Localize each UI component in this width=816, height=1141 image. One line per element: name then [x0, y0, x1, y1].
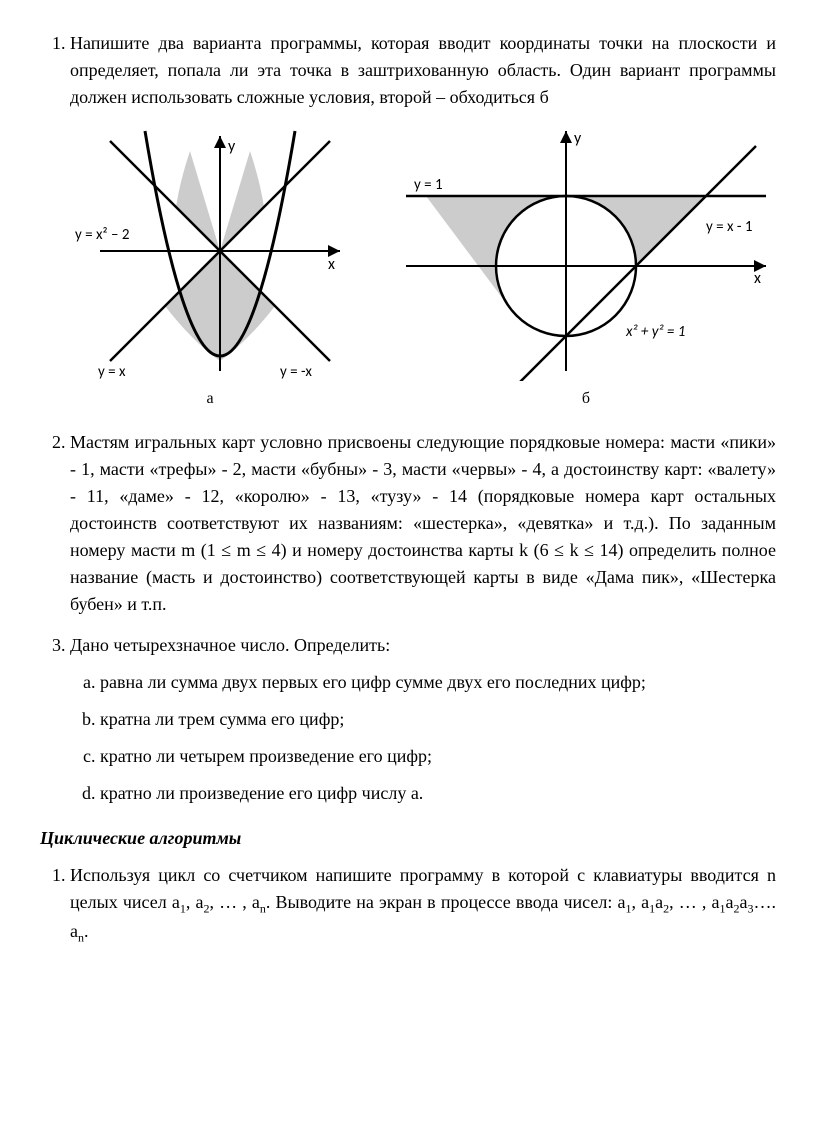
- section-heading-cyclic: Циклические алгоритмы: [40, 825, 776, 852]
- task-3-sublist: равна ли сумма двух первых его цифр сумм…: [70, 669, 776, 807]
- cycle-task-1-part1: , a: [186, 892, 204, 912]
- diagram-a-label: а: [70, 387, 350, 411]
- diagrams-row: y x y = x² – 2 y = x y = -x а: [70, 121, 776, 411]
- cyclic-list: Используя цикл со счетчиком напишите про…: [40, 862, 776, 946]
- main-ordered-list: Напишите два варианта программы, которая…: [40, 30, 776, 807]
- cycle-task-1-part2: , … , a: [209, 892, 259, 912]
- cycle-task-1-part6: , … , a: [669, 892, 719, 912]
- diag-b-eq-diag: y = x - 1: [706, 218, 753, 236]
- task-3b: кратна ли трем сумма его цифр;: [100, 706, 776, 733]
- diag-a-x-label: x: [328, 255, 335, 274]
- task-3: Дано четырехзначное число. Определить: р…: [70, 632, 776, 807]
- cycle-task-1-part4: , a: [631, 892, 649, 912]
- task-3a: равна ли сумма двух первых его цифр сумм…: [100, 669, 776, 696]
- cycle-task-1-end: .: [84, 921, 89, 941]
- diag-b-x-label: x: [754, 269, 761, 288]
- diag-a-eq-line2: y = -x: [280, 363, 312, 381]
- task-3-text: Дано четырехзначное число. Определить:: [70, 635, 390, 655]
- diag-a-eq-line1: y = x: [98, 363, 126, 381]
- cycle-task-1-part5: a: [655, 892, 663, 912]
- task-3d: кратно ли произведение его цифр числу а.: [100, 780, 776, 807]
- cycle-task-1-part3: . Выводите на экран в процессе ввода чис…: [266, 892, 626, 912]
- task-2: Мастям игральных карт условно присвоены …: [70, 429, 776, 618]
- task-1: Напишите два варианта программы, которая…: [70, 30, 776, 411]
- diag-b-eq-circle: x² + y² = 1: [625, 323, 685, 341]
- diagram-b: y x y = 1 y = x - 1 x² + y² = 1 б: [396, 121, 776, 411]
- task-3c: кратно ли четырем произведение его цифр;: [100, 743, 776, 770]
- diagram-b-svg: y x y = 1 y = x - 1 x² + y² = 1: [396, 121, 776, 381]
- diagram-a: y x y = x² – 2 y = x y = -x а: [70, 121, 350, 411]
- diag-a-eq-parabola: y = x² – 2: [75, 226, 129, 244]
- diag-a-y-label: y: [228, 137, 236, 156]
- diagram-b-label: б: [396, 387, 776, 411]
- cycle-task-1: Используя цикл со счетчиком напишите про…: [70, 862, 776, 946]
- diagram-a-svg: y x y = x² – 2 y = x y = -x: [70, 121, 350, 381]
- diag-b-y-label: y: [574, 129, 582, 148]
- task-1-text: Напишите два варианта программы, которая…: [70, 33, 776, 107]
- diag-b-eq-horiz: y = 1: [414, 176, 443, 194]
- task-2-text: Мастям игральных карт условно присвоены …: [70, 432, 776, 614]
